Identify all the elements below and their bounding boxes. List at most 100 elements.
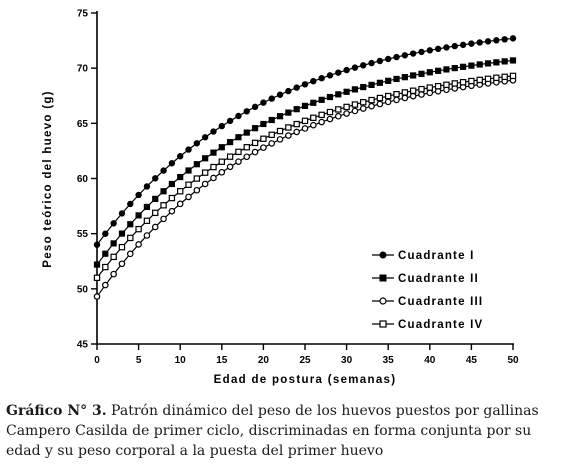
data-point [226, 153, 234, 160]
data-point [401, 89, 409, 96]
data-point [276, 113, 284, 120]
data-point [243, 108, 250, 115]
data-point [384, 98, 392, 106]
data-point [368, 102, 375, 110]
data-point [293, 84, 300, 91]
data-point [102, 230, 109, 237]
data-point [379, 297, 387, 305]
data-point [152, 209, 159, 217]
data-point [185, 167, 192, 174]
data-point [193, 140, 201, 147]
data-point [293, 120, 300, 128]
data-point [102, 250, 109, 257]
data-point [210, 149, 217, 156]
data-point [360, 99, 367, 106]
data-point [385, 55, 392, 63]
data-point [476, 39, 483, 46]
data-point [310, 77, 317, 85]
data-point [368, 96, 375, 104]
data-point [276, 127, 284, 135]
data-point [243, 153, 251, 161]
data-point [426, 89, 434, 97]
data-point [201, 134, 209, 141]
data-point [235, 112, 242, 120]
data-point [401, 74, 408, 81]
data-point [293, 106, 300, 113]
data-point [160, 202, 167, 209]
data-point [260, 99, 267, 106]
data-point [376, 94, 384, 102]
data-point [335, 106, 342, 113]
series-line [96, 59, 514, 265]
data-point [276, 91, 284, 98]
data-point [93, 274, 101, 282]
data-point [227, 139, 234, 146]
legend-label: Cuadrante IV [398, 319, 483, 331]
data-point [201, 180, 209, 188]
series-4 [93, 72, 517, 282]
data-point [501, 73, 508, 81]
data-point [126, 250, 134, 258]
legend-entry-3: Cuadrante III [372, 296, 482, 308]
data-point [509, 35, 517, 42]
series-1 [93, 35, 517, 248]
data-point [118, 243, 126, 251]
data-point [226, 117, 234, 125]
data-point [135, 241, 142, 248]
data-point [426, 47, 433, 54]
data-point [293, 128, 300, 136]
x-axis-label: Edad de postura (semanas) [214, 374, 397, 386]
data-point [177, 153, 184, 160]
data-point [476, 61, 483, 68]
legend-entry-1: Cuadrante I [372, 250, 473, 262]
data-point [185, 193, 192, 201]
data-point [210, 174, 217, 182]
x-tick-label: 45 [466, 355, 478, 366]
data-point [160, 188, 167, 195]
data-point [251, 125, 259, 132]
data-point [426, 84, 434, 91]
data-point [379, 251, 387, 259]
data-point [376, 79, 383, 86]
data-point [118, 230, 126, 237]
y-tick-label: 45 [77, 340, 89, 351]
data-point [368, 59, 375, 67]
data-point [135, 191, 142, 199]
data-point [243, 144, 250, 151]
data-point [318, 74, 325, 82]
data-point [151, 223, 159, 231]
data-point [426, 69, 433, 76]
data-point [218, 144, 225, 151]
data-point [418, 91, 425, 98]
data-point [326, 72, 334, 79]
data-point [509, 72, 517, 80]
y-axis-label: Peso teórico del huevo (g) [42, 90, 54, 268]
data-point [451, 80, 458, 87]
caption-text: Patrón dinámico del peso de los huevos p… [6, 403, 539, 459]
data-point [468, 40, 475, 47]
data-point [93, 241, 101, 248]
data-point [210, 163, 217, 171]
data-point [459, 63, 467, 70]
caption-label: Gráfico N° 3. [6, 403, 107, 419]
y-tick-label: 55 [77, 229, 89, 240]
data-point [260, 144, 267, 151]
data-point [434, 87, 442, 95]
data-point [360, 83, 367, 91]
data-point [152, 195, 159, 202]
data-point [127, 234, 134, 242]
x-tick-label: 50 [507, 355, 519, 366]
data-point [468, 77, 475, 85]
data-point [351, 101, 359, 108]
data-point [168, 207, 176, 215]
data-point [434, 45, 442, 53]
data-point [301, 102, 309, 110]
data-point [418, 85, 425, 93]
x-tick-label: 15 [216, 355, 228, 366]
data-point [343, 66, 350, 74]
data-point [285, 109, 292, 116]
data-point [185, 181, 192, 188]
data-point [343, 110, 350, 117]
data-point [343, 103, 350, 111]
data-point [335, 69, 342, 76]
